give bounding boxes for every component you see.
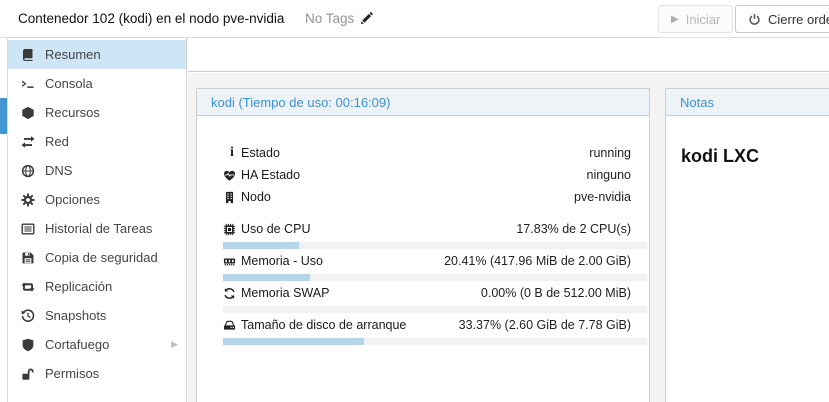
- tags-area: No Tags: [305, 11, 374, 26]
- notes-panel-title: Notas: [666, 89, 829, 116]
- sidebar-item-permisos[interactable]: Permisos: [8, 359, 186, 388]
- sidebar: Resumen Consola Recursos Red DNS Opcione…: [8, 38, 187, 402]
- row-label: Tamaño de disco de arranque: [241, 318, 407, 332]
- status-panel-body: i Estado running HA Estado ninguno Nodo …: [197, 116, 649, 345]
- sidebar-item-cortafuego[interactable]: Cortafuego ▶: [8, 330, 186, 359]
- book-icon: [20, 48, 36, 62]
- sidebar-item-dns[interactable]: DNS: [8, 156, 186, 185]
- globe-icon: [20, 164, 36, 178]
- disk-icon: [223, 319, 241, 332]
- row-label: Estado: [241, 146, 280, 160]
- usage-row-disk: Tamaño de disco de arranque 33.37% (2.60…: [223, 317, 647, 345]
- swap-refresh-icon: [223, 287, 241, 300]
- tree-selection-fragment: [0, 98, 7, 134]
- row-value: 0.00% (0 B de 512.00 MiB): [480, 286, 631, 300]
- row-label: Uso de CPU: [241, 222, 311, 236]
- memory-icon: [223, 255, 241, 268]
- info-icon: i: [230, 145, 234, 160]
- row-label: Nodo: [241, 190, 271, 204]
- floppy-icon: [20, 251, 36, 265]
- submenu-arrow-icon: ▶: [171, 339, 178, 349]
- sidebar-item-label: Red: [45, 134, 69, 149]
- row-value: 20.41% (417.96 MiB de 2.00 GiB): [444, 254, 631, 268]
- sidebar-item-label: Cortafuego: [45, 337, 110, 352]
- usage-group: Uso de CPU 17.83% de 2 CPU(s) Memoria - …: [223, 221, 647, 345]
- tags-label: No Tags: [305, 11, 355, 26]
- unlock-icon: [20, 367, 36, 381]
- cpu-progress-bar: [223, 242, 647, 249]
- shield-icon: [20, 338, 36, 352]
- usage-row-swap: Memoria SWAP 0.00% (0 B de 512.00 MiB): [223, 285, 647, 313]
- sidebar-item-consola[interactable]: Consola: [8, 69, 186, 98]
- notes-content: kodi LXC: [681, 146, 760, 166]
- notes-panel: Notas kodi LXC: [665, 88, 829, 402]
- sidebar-item-label: DNS: [45, 163, 73, 178]
- top-bar: Contenedor 102 (kodi) en el nodo pve-nvi…: [0, 0, 829, 38]
- history-icon: [20, 308, 36, 323]
- sidebar-item-label: Historial de Tareas: [45, 221, 153, 236]
- status-row-estado: i Estado running: [223, 142, 631, 164]
- cube-icon: [20, 106, 36, 120]
- row-value: running: [589, 146, 631, 160]
- sidebar-item-label: Consola: [45, 76, 93, 91]
- status-panel: kodi (Tiempo de uso: 00:16:09) i Estado …: [196, 88, 650, 402]
- usage-row-memoria: Memoria - Uso 20.41% (417.96 MiB de 2.00…: [223, 253, 647, 281]
- sidebar-item-label: Snapshots: [45, 308, 107, 323]
- status-row-ha-estado: HA Estado ninguno: [223, 164, 631, 186]
- sidebar-item-snapshots[interactable]: Snapshots: [8, 301, 186, 330]
- task-list-icon: [20, 222, 36, 236]
- notes-panel-body[interactable]: kodi LXC: [666, 116, 829, 167]
- sidebar-item-label: Recursos: [45, 105, 100, 120]
- sidebar-item-resumen[interactable]: Resumen: [8, 40, 186, 69]
- row-value: ninguno: [586, 168, 632, 182]
- shutdown-button[interactable]: Cierre ordena: [735, 5, 829, 33]
- content-toolbar-strip: [188, 38, 829, 72]
- power-icon: [748, 13, 761, 26]
- heartbeat-icon: [223, 169, 241, 182]
- sidebar-item-replicacion[interactable]: Replicación: [8, 272, 186, 301]
- terminal-icon: [20, 77, 36, 91]
- start-button[interactable]: ▶ Iniciar: [658, 5, 734, 33]
- memory-progress-bar: [223, 274, 647, 281]
- row-value: pve-nvidia: [574, 190, 631, 204]
- row-label: HA Estado: [241, 168, 301, 182]
- sidebar-item-copia-de-seguridad[interactable]: Copia de seguridad: [8, 243, 186, 272]
- disk-progress-bar: [223, 338, 647, 345]
- building-icon: [223, 191, 241, 204]
- row-label: Memoria SWAP: [241, 286, 330, 300]
- status-row-nodo: Nodo pve-nvidia: [223, 186, 631, 208]
- retweet-icon: [20, 280, 36, 294]
- window-title: Contenedor 102 (kodi) en el nodo pve-nvi…: [18, 11, 285, 26]
- exchange-icon: [20, 135, 36, 149]
- row-value: 33.37% (2.60 GiB de 7.78 GiB): [458, 318, 631, 332]
- left-divider: [7, 38, 8, 402]
- row-label: Memoria - Uso: [241, 254, 323, 268]
- sidebar-item-label: Permisos: [45, 366, 100, 381]
- sidebar-item-opciones[interactable]: Opciones: [8, 185, 186, 214]
- sidebar-item-label: Replicación: [45, 279, 113, 294]
- play-icon: ▶: [671, 13, 679, 25]
- status-panel-title: kodi (Tiempo de uso: 00:16:09): [197, 89, 649, 116]
- cpu-icon: [223, 223, 241, 236]
- usage-row-cpu: Uso de CPU 17.83% de 2 CPU(s): [223, 221, 647, 249]
- swap-progress-bar: [223, 306, 647, 313]
- sidebar-item-red[interactable]: Red: [8, 127, 186, 156]
- sidebar-item-recursos[interactable]: Recursos: [8, 98, 186, 127]
- sidebar-item-label: Copia de seguridad: [45, 250, 158, 265]
- row-value: 17.83% de 2 CPU(s): [516, 222, 631, 236]
- sidebar-item-label: Resumen: [45, 47, 101, 62]
- edit-tags-pencil-icon[interactable]: [360, 12, 374, 25]
- shutdown-button-label: Cierre ordena: [768, 11, 829, 27]
- start-button-label: Iniciar: [685, 11, 721, 27]
- gear-icon: [20, 192, 36, 207]
- sidebar-item-historial-de-tareas[interactable]: Historial de Tareas: [8, 214, 186, 243]
- sidebar-item-label: Opciones: [45, 192, 100, 207]
